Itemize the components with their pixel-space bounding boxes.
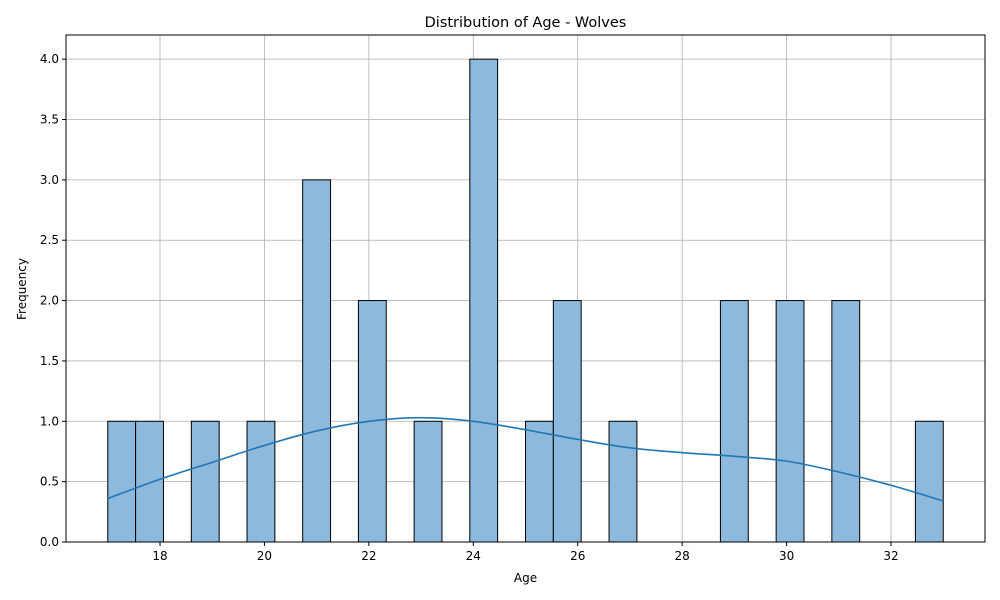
histogram-bar — [525, 420, 554, 543]
y-axis-label: Frequency — [15, 258, 29, 320]
plot-frame — [65, 34, 986, 543]
histogram-bar — [107, 420, 137, 543]
histogram-bar — [608, 420, 638, 543]
bars-layer — [107, 58, 944, 543]
histogram-bar — [302, 179, 332, 543]
histogram-bar — [413, 420, 443, 543]
kde-layer — [107, 416, 944, 502]
y-tick-label: 0.0 — [40, 535, 59, 549]
y-axis: 0.0 0.5 1.0 1.5 2.0 2.5 3.0 3.5 4.0 — [40, 52, 66, 549]
x-tick-label: 24 — [466, 549, 481, 563]
y-tick-label: 2.0 — [40, 294, 59, 308]
histogram-bar — [719, 300, 749, 543]
y-tick-label: 0.5 — [40, 475, 59, 489]
chart-title: Distribution of Age - Wolves — [425, 15, 627, 31]
kde-line — [107, 416, 944, 502]
y-tick-label: 1.0 — [40, 414, 59, 428]
y-tick-label: 4.0 — [40, 52, 59, 66]
x-tick-label: 26 — [570, 549, 585, 563]
x-axis-label: Age — [514, 571, 537, 585]
y-tick-label: 3.5 — [40, 113, 59, 127]
x-tick-label: 18 — [152, 549, 167, 563]
x-axis: 18 20 22 24 26 28 30 32 — [152, 542, 899, 563]
histogram-bar — [775, 300, 805, 543]
x-tick-label: 32 — [883, 549, 898, 563]
histogram-bar — [135, 420, 164, 543]
y-tick-label: 2.5 — [40, 233, 59, 247]
histogram-bar — [831, 300, 861, 543]
histogram-bar — [190, 420, 220, 543]
x-tick-label: 30 — [779, 549, 794, 563]
y-tick-label: 3.0 — [40, 173, 59, 187]
x-tick-label: 20 — [257, 549, 272, 563]
histogram-bar — [469, 58, 499, 543]
x-tick-label: 22 — [361, 549, 376, 563]
histogram-bar — [246, 420, 276, 543]
x-tick-label: 28 — [675, 549, 690, 563]
histogram-bar — [552, 300, 582, 543]
histogram-bar — [914, 420, 944, 543]
y-tick-label: 1.5 — [40, 354, 59, 368]
